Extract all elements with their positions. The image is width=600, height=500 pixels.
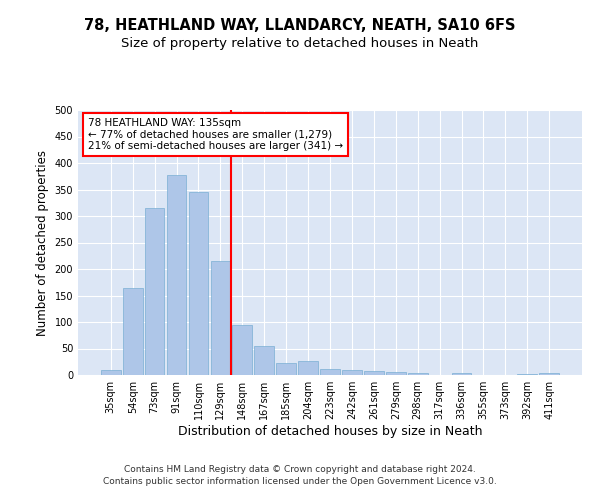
X-axis label: Distribution of detached houses by size in Neath: Distribution of detached houses by size …	[178, 425, 482, 438]
Bar	[298, 360, 318, 375]
Text: Size of property relative to detached houses in Neath: Size of property relative to detached ho…	[121, 38, 479, 51]
Bar	[101, 370, 121, 375]
Bar	[386, 372, 406, 375]
Y-axis label: Number of detached properties: Number of detached properties	[36, 150, 49, 336]
Bar	[539, 374, 559, 375]
Bar	[452, 374, 472, 375]
Bar	[167, 174, 187, 375]
Bar	[123, 288, 143, 375]
Bar	[188, 192, 208, 375]
Text: 78 HEATHLAND WAY: 135sqm
← 77% of detached houses are smaller (1,279)
21% of sem: 78 HEATHLAND WAY: 135sqm ← 77% of detach…	[88, 118, 343, 151]
Text: 78, HEATHLAND WAY, LLANDARCY, NEATH, SA10 6FS: 78, HEATHLAND WAY, LLANDARCY, NEATH, SA1…	[84, 18, 516, 32]
Bar	[408, 374, 428, 375]
Bar	[517, 374, 537, 375]
Bar	[145, 208, 164, 375]
Text: Contains public sector information licensed under the Open Government Licence v3: Contains public sector information licen…	[103, 477, 497, 486]
Bar	[254, 346, 274, 375]
Text: Contains HM Land Registry data © Crown copyright and database right 2024.: Contains HM Land Registry data © Crown c…	[124, 466, 476, 474]
Bar	[342, 370, 362, 375]
Bar	[320, 368, 340, 375]
Bar	[364, 372, 384, 375]
Bar	[276, 364, 296, 375]
Bar	[211, 261, 230, 375]
Bar	[232, 324, 252, 375]
